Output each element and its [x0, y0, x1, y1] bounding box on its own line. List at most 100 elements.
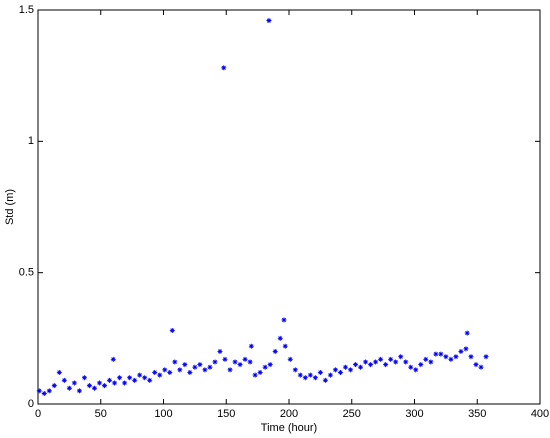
data-point — [248, 343, 254, 349]
data-point — [122, 380, 128, 386]
data-point — [483, 354, 489, 360]
plot-frame — [37, 9, 541, 405]
data-point — [257, 369, 263, 375]
data-point — [287, 356, 293, 362]
data-point — [433, 351, 439, 357]
data-point — [478, 364, 484, 370]
data-point — [458, 348, 464, 354]
data-point — [368, 362, 374, 368]
x-tick-label: 350 — [468, 408, 486, 420]
data-point — [448, 356, 454, 362]
data-point — [337, 369, 343, 375]
data-point — [413, 367, 419, 373]
data-point — [383, 362, 389, 368]
y-tick-label: 1.5 — [19, 4, 34, 16]
data-point — [267, 362, 273, 368]
data-point — [212, 359, 218, 365]
x-tick-label: 250 — [343, 408, 361, 420]
data-point — [252, 372, 258, 378]
data-point — [378, 356, 384, 362]
x-tick-label: 50 — [95, 408, 107, 420]
data-point — [217, 348, 223, 354]
data-point — [192, 364, 198, 370]
data-point — [117, 375, 123, 381]
x-tick-label: 100 — [154, 408, 172, 420]
data-point — [317, 369, 323, 375]
data-point — [247, 359, 253, 365]
x-tick-label: 300 — [405, 408, 423, 420]
data-point — [172, 359, 178, 365]
data-point — [182, 362, 188, 368]
data-point — [167, 369, 173, 375]
data-point — [81, 375, 87, 381]
data-point — [307, 372, 313, 378]
data-point — [373, 359, 379, 365]
data-point — [107, 377, 113, 383]
data-point — [66, 385, 72, 391]
data-point — [347, 367, 353, 373]
data-point — [222, 356, 228, 362]
data-point — [327, 372, 333, 378]
data-point — [96, 380, 102, 386]
data-point — [187, 369, 193, 375]
data-point — [282, 343, 288, 349]
y-axis-label: Std (m) — [4, 189, 16, 225]
data-point — [468, 354, 474, 360]
data-point — [358, 364, 364, 370]
data-point — [302, 375, 308, 381]
data-point — [423, 356, 429, 362]
x-tick-label: 400 — [531, 408, 549, 420]
data-point — [463, 346, 469, 352]
data-point — [292, 367, 298, 373]
data-point — [86, 383, 92, 389]
data-point — [61, 377, 67, 383]
data-point — [438, 351, 444, 357]
y-tick-label: 0.5 — [19, 267, 34, 279]
data-point — [127, 375, 133, 381]
data-point — [242, 356, 248, 362]
data-point — [157, 372, 163, 378]
data-point — [207, 364, 213, 370]
data-point — [312, 375, 318, 381]
data-point — [147, 377, 153, 383]
data-point — [197, 362, 203, 368]
data-point — [112, 380, 118, 386]
x-axis-label: Time (hour) — [261, 422, 317, 434]
data-point — [152, 369, 158, 375]
data-point — [137, 372, 143, 378]
x-tick-label: 200 — [280, 408, 298, 420]
data-point — [221, 65, 227, 71]
data-point — [266, 18, 272, 24]
data-point — [443, 354, 449, 360]
data-point — [388, 356, 394, 362]
data-point — [91, 385, 97, 391]
data-point — [353, 362, 359, 368]
data-point — [464, 330, 470, 336]
x-tick-label: 0 — [35, 408, 41, 420]
data-point — [403, 359, 409, 365]
y-tick-label: 1 — [28, 135, 34, 147]
data-point — [142, 375, 148, 381]
data-point — [76, 388, 82, 394]
data-point — [162, 367, 168, 373]
data-point — [56, 369, 62, 375]
data-point — [36, 388, 42, 394]
data-point — [110, 356, 116, 362]
data-point — [281, 317, 287, 323]
data-point — [332, 367, 338, 373]
data-point — [71, 380, 77, 386]
data-point — [41, 390, 47, 396]
data-point — [473, 362, 479, 368]
data-point — [177, 367, 183, 373]
data-point — [393, 359, 399, 365]
data-point — [227, 367, 233, 373]
y-tick-label: 0 — [28, 398, 34, 410]
data-point — [297, 372, 303, 378]
data-point — [51, 383, 57, 389]
data-point — [428, 359, 434, 365]
data-point — [202, 367, 208, 373]
data-point — [262, 364, 268, 370]
data-point — [408, 364, 414, 370]
data-point — [102, 383, 108, 389]
data-point — [363, 359, 369, 365]
